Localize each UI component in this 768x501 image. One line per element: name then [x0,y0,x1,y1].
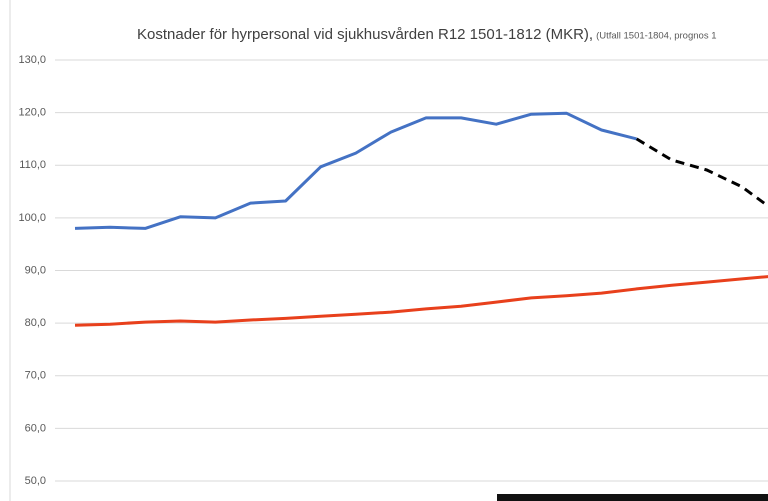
series-line [74,275,768,327]
y-tick-label: 80,0 [25,317,46,329]
y-tick-label: 130,0 [18,54,46,66]
y-tick-label: 100,0 [18,212,46,224]
y-tick-label: 60,0 [25,422,46,434]
y-tick-label: 50,0 [25,475,46,487]
y-tick-label: 120,0 [18,107,46,119]
chart-title: Kostnader för hyrpersonal vid sjukhusvår… [137,26,593,43]
legend-box [497,494,768,501]
y-tick-label: 90,0 [25,264,46,276]
series-line [74,111,637,230]
chart-subtitle: (Utfall 1501-1804, prognos 1 [596,31,716,42]
y-tick-label: 110,0 [19,159,46,171]
series-line [635,137,768,208]
y-tick-label: 70,0 [25,370,46,382]
